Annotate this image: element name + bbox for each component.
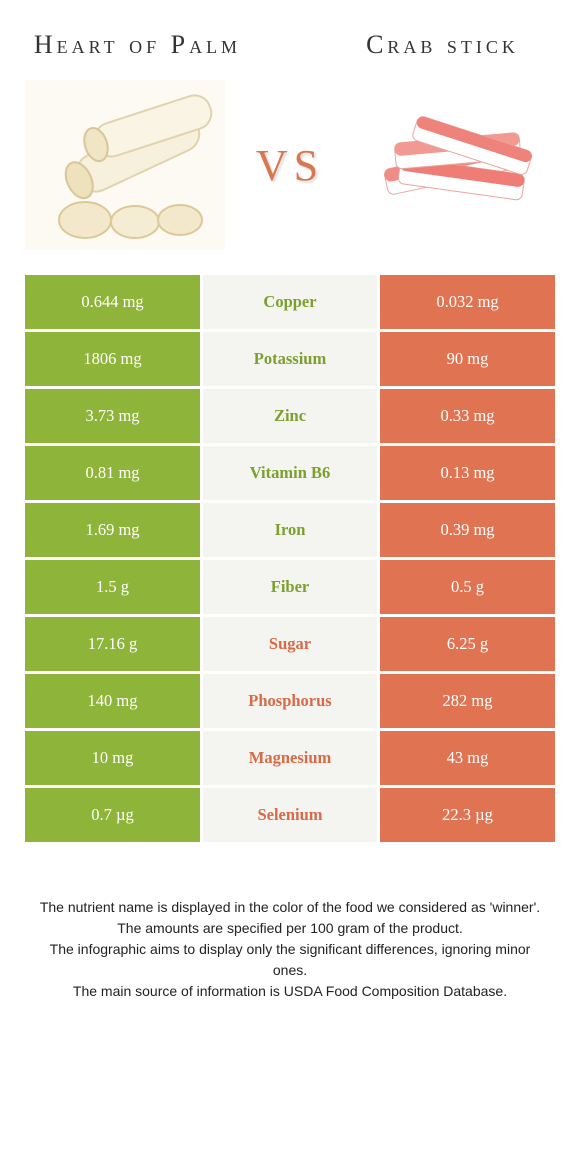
table-row: 1.5 gFiber0.5 g — [25, 560, 555, 614]
nutrient-name-cell: Sugar — [203, 617, 377, 671]
table-row: 140 mgPhosphorus282 mg — [25, 674, 555, 728]
crab-stick-image — [355, 80, 555, 250]
nutrient-name-cell: Copper — [203, 275, 377, 329]
left-value-cell: 3.73 mg — [25, 389, 200, 443]
table-row: 0.81 mgVitamin B60.13 mg — [25, 446, 555, 500]
left-value-cell: 140 mg — [25, 674, 200, 728]
header-titles: Heart of Palm Crab stick — [25, 30, 555, 60]
nutrient-name-cell: Magnesium — [203, 731, 377, 785]
right-value-cell: 282 mg — [380, 674, 555, 728]
nutrient-name-cell: Potassium — [203, 332, 377, 386]
nutrient-name-cell: Fiber — [203, 560, 377, 614]
left-value-cell: 1.69 mg — [25, 503, 200, 557]
right-value-cell: 90 mg — [380, 332, 555, 386]
right-value-cell: 6.25 g — [380, 617, 555, 671]
left-value-cell: 0.7 µg — [25, 788, 200, 842]
table-row: 0.7 µgSelenium22.3 µg — [25, 788, 555, 842]
right-value-cell: 0.39 mg — [380, 503, 555, 557]
footnotes: The nutrient name is displayed in the co… — [25, 897, 555, 1002]
table-row: 1806 mgPotassium90 mg — [25, 332, 555, 386]
heart-of-palm-image — [25, 80, 225, 250]
left-value-cell: 10 mg — [25, 731, 200, 785]
nutrient-name-cell: Phosphorus — [203, 674, 377, 728]
footnote-line: The main source of information is USDA F… — [35, 981, 545, 1002]
left-value-cell: 1.5 g — [25, 560, 200, 614]
nutrient-name-cell: Iron — [203, 503, 377, 557]
right-value-cell: 43 mg — [380, 731, 555, 785]
table-row: 10 mgMagnesium43 mg — [25, 731, 555, 785]
images-row: VS — [25, 80, 555, 250]
table-row: 3.73 mgZinc0.33 mg — [25, 389, 555, 443]
left-value-cell: 17.16 g — [25, 617, 200, 671]
right-value-cell: 0.5 g — [380, 560, 555, 614]
right-value-cell: 0.032 mg — [380, 275, 555, 329]
left-value-cell: 0.644 mg — [25, 275, 200, 329]
nutrient-name-cell: Selenium — [203, 788, 377, 842]
right-food-title: Crab stick — [330, 30, 555, 60]
footnote-line: The nutrient name is displayed in the co… — [35, 897, 545, 918]
right-value-cell: 0.13 mg — [380, 446, 555, 500]
footnote-line: The amounts are specified per 100 gram o… — [35, 918, 545, 939]
table-row: 17.16 gSugar6.25 g — [25, 617, 555, 671]
nutrient-name-cell: Zinc — [203, 389, 377, 443]
footnote-line: The infographic aims to display only the… — [35, 939, 545, 981]
left-value-cell: 0.81 mg — [25, 446, 200, 500]
left-value-cell: 1806 mg — [25, 332, 200, 386]
right-value-cell: 22.3 µg — [380, 788, 555, 842]
right-value-cell: 0.33 mg — [380, 389, 555, 443]
table-row: 1.69 mgIron0.39 mg — [25, 503, 555, 557]
nutrient-name-cell: Vitamin B6 — [203, 446, 377, 500]
vs-label: VS — [256, 140, 324, 191]
table-row: 0.644 mgCopper0.032 mg — [25, 275, 555, 329]
nutrient-comparison-table: 0.644 mgCopper0.032 mg1806 mgPotassium90… — [25, 275, 555, 842]
left-food-title: Heart of Palm — [25, 30, 250, 60]
